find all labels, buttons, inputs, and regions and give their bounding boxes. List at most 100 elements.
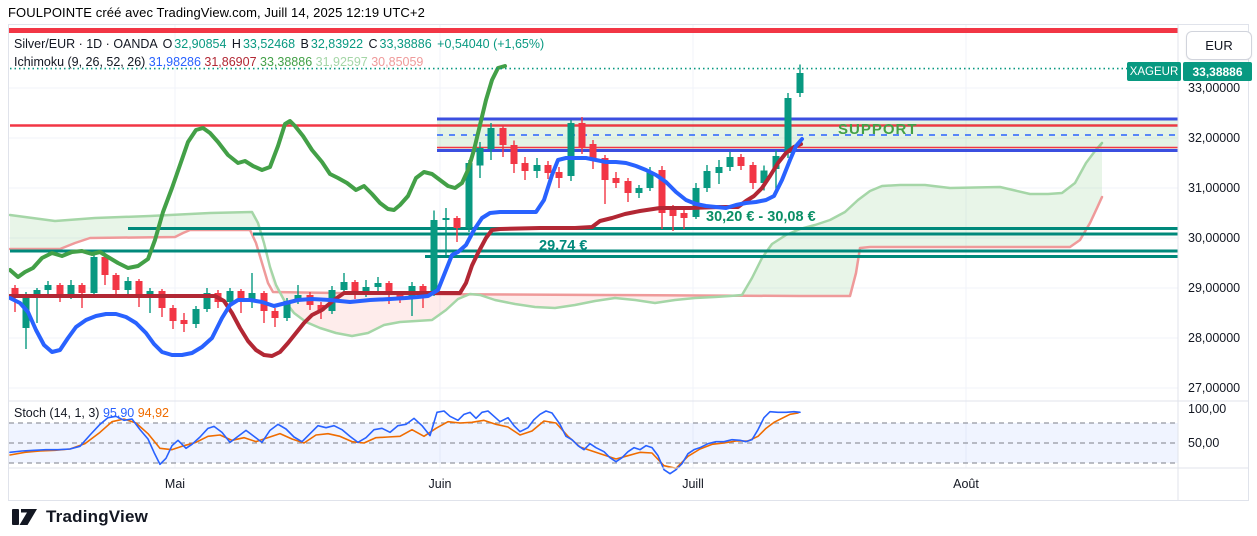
- candle: [703, 171, 711, 188]
- candle: [521, 163, 529, 171]
- candle: [453, 218, 461, 228]
- currency-toggle-button[interactable]: EUR: [1186, 31, 1252, 60]
- candle: [749, 165, 757, 183]
- candle: [499, 128, 507, 145]
- price-axis-label: 100,00: [1188, 402, 1227, 416]
- candle: [237, 291, 245, 300]
- page-title: FOULPOINTE créé avec TradingView.com, Ju…: [8, 5, 425, 20]
- ichimoku-legend[interactable]: Ichimoku (9, 26, 52, 26) 31,98286 31,869…: [14, 55, 423, 69]
- candle: [669, 210, 677, 216]
- candle: [124, 281, 132, 290]
- time-axis-label: Juin: [428, 477, 452, 491]
- candle: [374, 283, 382, 287]
- candle: [442, 218, 450, 220]
- footer-brand[interactable]: TradingView: [12, 507, 148, 527]
- candle: [612, 178, 620, 183]
- last-price-badge: 33,38886: [1183, 62, 1252, 81]
- candle: [112, 275, 120, 290]
- legend-segment: 33,52468: [242, 37, 299, 51]
- legend-segment: 30,85059: [371, 55, 424, 69]
- tradingview-logo-icon: [12, 509, 37, 525]
- legend-segment: 32,83922: [310, 37, 367, 51]
- candle: [180, 320, 188, 324]
- candle: [658, 170, 666, 213]
- time-axis-label: Juill: [682, 477, 704, 491]
- price-axis-label: 27,00000: [1188, 381, 1241, 395]
- candle: [203, 293, 211, 309]
- time-axis-label: Août: [953, 477, 979, 491]
- price-axis-label: 50,00: [1188, 436, 1220, 450]
- candle: [737, 157, 745, 166]
- price-axis-label: 33,00000: [1188, 81, 1241, 95]
- candle: [635, 188, 643, 193]
- legend-segment: 94,92: [137, 406, 169, 420]
- candle: [78, 285, 86, 293]
- candle: [715, 167, 723, 173]
- candle: [726, 157, 734, 167]
- legend-segment: 33,38886: [379, 37, 436, 51]
- stoch-legend[interactable]: Stoch (14, 1, 3) 95,90 94,92: [14, 406, 169, 420]
- candle: [362, 287, 370, 294]
- support-annotation: SUPPORT: [838, 121, 918, 138]
- legend-segment: 31,92597: [315, 55, 372, 69]
- candle: [555, 172, 563, 178]
- price-axis-label: 32,00000: [1188, 131, 1241, 145]
- candle: [796, 73, 804, 93]
- candle: [589, 144, 597, 160]
- legend-segment: 32,90854: [174, 37, 230, 51]
- candle: [158, 291, 166, 308]
- candle: [169, 308, 177, 321]
- candle: [544, 165, 552, 173]
- legend-segment: 33,38886: [260, 55, 316, 69]
- candle: [419, 286, 427, 294]
- candle: [340, 282, 348, 290]
- legend-segment: Ichimoku (9, 26, 52, 26): [14, 55, 149, 69]
- candle: [510, 145, 518, 164]
- legend-segment: H: [231, 37, 241, 51]
- tradingview-brand-text: TradingView: [46, 507, 149, 526]
- time-axis-label: Mai: [164, 477, 186, 491]
- candle: [784, 98, 792, 153]
- candle: [56, 285, 64, 296]
- candle: [33, 290, 41, 295]
- legend-segment: B: [300, 37, 309, 51]
- candle: [11, 288, 19, 295]
- legend-segment: C: [368, 37, 378, 51]
- price-axis-label: 30,00000: [1188, 231, 1241, 245]
- candle: [430, 220, 438, 292]
- price-axis-label: 28,00000: [1188, 331, 1241, 345]
- candle: [601, 158, 609, 180]
- candle: [135, 281, 143, 298]
- candle: [578, 123, 586, 147]
- candle: [624, 181, 632, 193]
- candle: [101, 257, 109, 275]
- candle: [487, 128, 495, 149]
- price-axis-label: 31,00000: [1188, 181, 1241, 195]
- candle: [283, 301, 291, 318]
- candle: [533, 165, 541, 171]
- legend-segment: O: [162, 37, 173, 51]
- candle: [90, 257, 98, 293]
- candle: [317, 305, 325, 311]
- candle: [680, 213, 688, 218]
- legend-segment: +0,54040 (+1,65%): [437, 37, 545, 51]
- level-annotation: 29,74 €: [539, 238, 588, 254]
- candle: [646, 172, 654, 188]
- candle: [67, 285, 75, 296]
- candle: [44, 285, 52, 290]
- candle: [351, 282, 359, 294]
- candle: [385, 283, 393, 295]
- legend-segment: 31,86907: [204, 55, 261, 69]
- candle: [226, 291, 234, 302]
- candle: [567, 123, 575, 176]
- legend-segment: Silver/EUR · 1D · OANDA: [14, 37, 161, 51]
- price-axis-label: 29,00000: [1188, 281, 1241, 295]
- candle: [465, 163, 473, 228]
- candle: [271, 311, 279, 318]
- symbol-legend[interactable]: Silver/EUR · 1D · OANDA O 32,90854 H 33,52…: [14, 37, 546, 51]
- candle: [760, 170, 768, 183]
- candle: [192, 309, 200, 324]
- legend-segment: 31,98286: [148, 55, 205, 69]
